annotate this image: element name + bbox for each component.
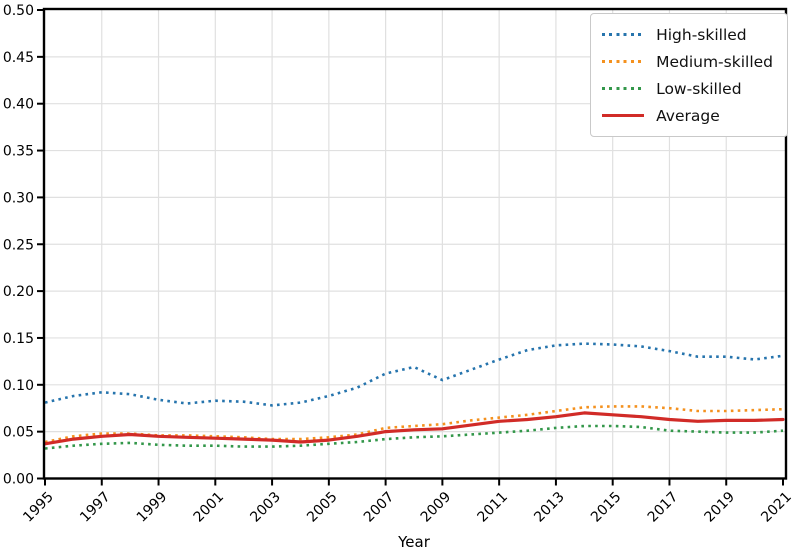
x-tick-label: 2005 [304, 489, 341, 526]
x-tick-label: 2013 [531, 489, 568, 526]
y-tick-label: 0.35 [3, 144, 34, 160]
legend-dotted-line-sample [602, 33, 645, 36]
x-tick-label: 2021 [758, 489, 795, 526]
x-tick-label: 1999 [134, 489, 171, 526]
x-tick-label: 1995 [20, 489, 57, 526]
y-tick-label: 0.25 [3, 237, 34, 253]
series-line-high-skilled [44, 342, 784, 407]
x-tick-label: 2009 [418, 489, 455, 526]
x-axis-title: Year [398, 533, 430, 551]
legend-dotted-line-sample [602, 87, 645, 90]
x-tick-label: 2017 [645, 489, 682, 526]
y-tick-label: 0.50 [3, 3, 34, 19]
x-tick-label: 1997 [77, 489, 114, 526]
x-tick-label: 2001 [191, 489, 228, 526]
legend-item-high-skilled: High-skilled [602, 23, 773, 46]
y-tick-label: 0.05 [3, 425, 34, 441]
legend-item-average: Average [602, 104, 773, 127]
x-tick-label: 2015 [588, 489, 625, 526]
legend-label: High-skilled [656, 25, 747, 44]
legend-label: Medium-skilled [656, 52, 773, 71]
legend-label: Low-skilled [656, 79, 742, 98]
y-tick-label: 0.00 [3, 472, 34, 488]
legend-label: Average [656, 106, 720, 125]
x-tick-label: 2007 [361, 489, 398, 526]
y-tick-label: 0.20 [3, 284, 34, 300]
y-tick-label: 0.10 [3, 378, 34, 394]
y-tick-label: 0.45 [3, 50, 34, 66]
y-tick-label: 0.40 [3, 97, 34, 113]
y-tick-label: 0.15 [3, 331, 34, 347]
series-line-average [43, 411, 785, 446]
legend: High-skilled Medium-skilled Low-skilled Ave… [590, 13, 788, 137]
legend-solid-line-sample [602, 113, 645, 118]
legend-item-low-skilled: Low-skilled [602, 77, 773, 100]
legend-dotted-line-sample [602, 60, 645, 63]
x-tick-label: 2019 [702, 489, 739, 526]
x-tick-label: 2011 [475, 489, 512, 526]
x-tick-label: 2003 [247, 489, 284, 526]
y-tick-label: 0.30 [3, 190, 34, 206]
legend-item-medium-skilled: Medium-skilled [602, 50, 773, 73]
